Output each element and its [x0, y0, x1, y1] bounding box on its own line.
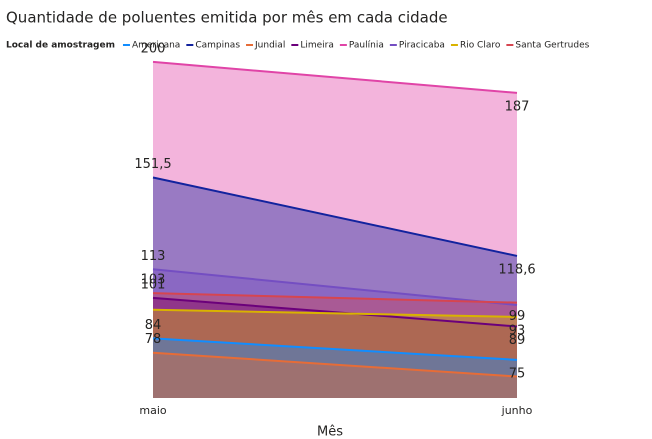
area [153, 338, 517, 398]
line [152, 351, 518, 378]
x-tick-label: junho [501, 404, 533, 417]
x-axis-title: Mês [317, 425, 343, 439]
legend-label: Campinas [195, 41, 240, 51]
x-tick-label: maio [139, 404, 167, 417]
area [153, 269, 517, 398]
data-label: 151,5 [134, 157, 171, 172]
data-label: 84 [145, 318, 162, 333]
legend-label: Limeira [300, 41, 334, 51]
area [153, 297, 517, 398]
legend-label: Paulínia [349, 41, 384, 51]
legend-label: Santa Gertrudes [515, 41, 589, 51]
data-label: 89 [509, 333, 526, 348]
line [152, 60, 518, 94]
legend-label: Jundial [254, 41, 285, 51]
data-label: 118,6 [498, 262, 535, 277]
data-label: 101 [141, 277, 166, 292]
legend-label: Rio Claro [460, 41, 501, 51]
chart-title: Quantidade de poluentes emitida por mês … [6, 9, 448, 27]
data-label: 99 [509, 309, 526, 324]
line [152, 268, 518, 307]
line [152, 296, 518, 328]
area [153, 352, 517, 398]
line [152, 308, 518, 318]
line [152, 292, 518, 304]
data-label: 78 [145, 332, 162, 347]
data-label: 75 [509, 366, 526, 381]
data-label: 200 [141, 41, 166, 56]
area [153, 309, 517, 398]
data-label: 103 [141, 273, 166, 288]
legend-label: Piracicaba [399, 41, 445, 51]
line [152, 176, 518, 257]
legend-label: Americana [132, 41, 180, 51]
area [153, 61, 517, 398]
line [152, 337, 518, 361]
data-label: 187 [505, 99, 530, 114]
data-label: 113 [141, 249, 166, 264]
legend-title: Local de amostragem [6, 41, 115, 51]
data-label: 93 [509, 323, 526, 338]
